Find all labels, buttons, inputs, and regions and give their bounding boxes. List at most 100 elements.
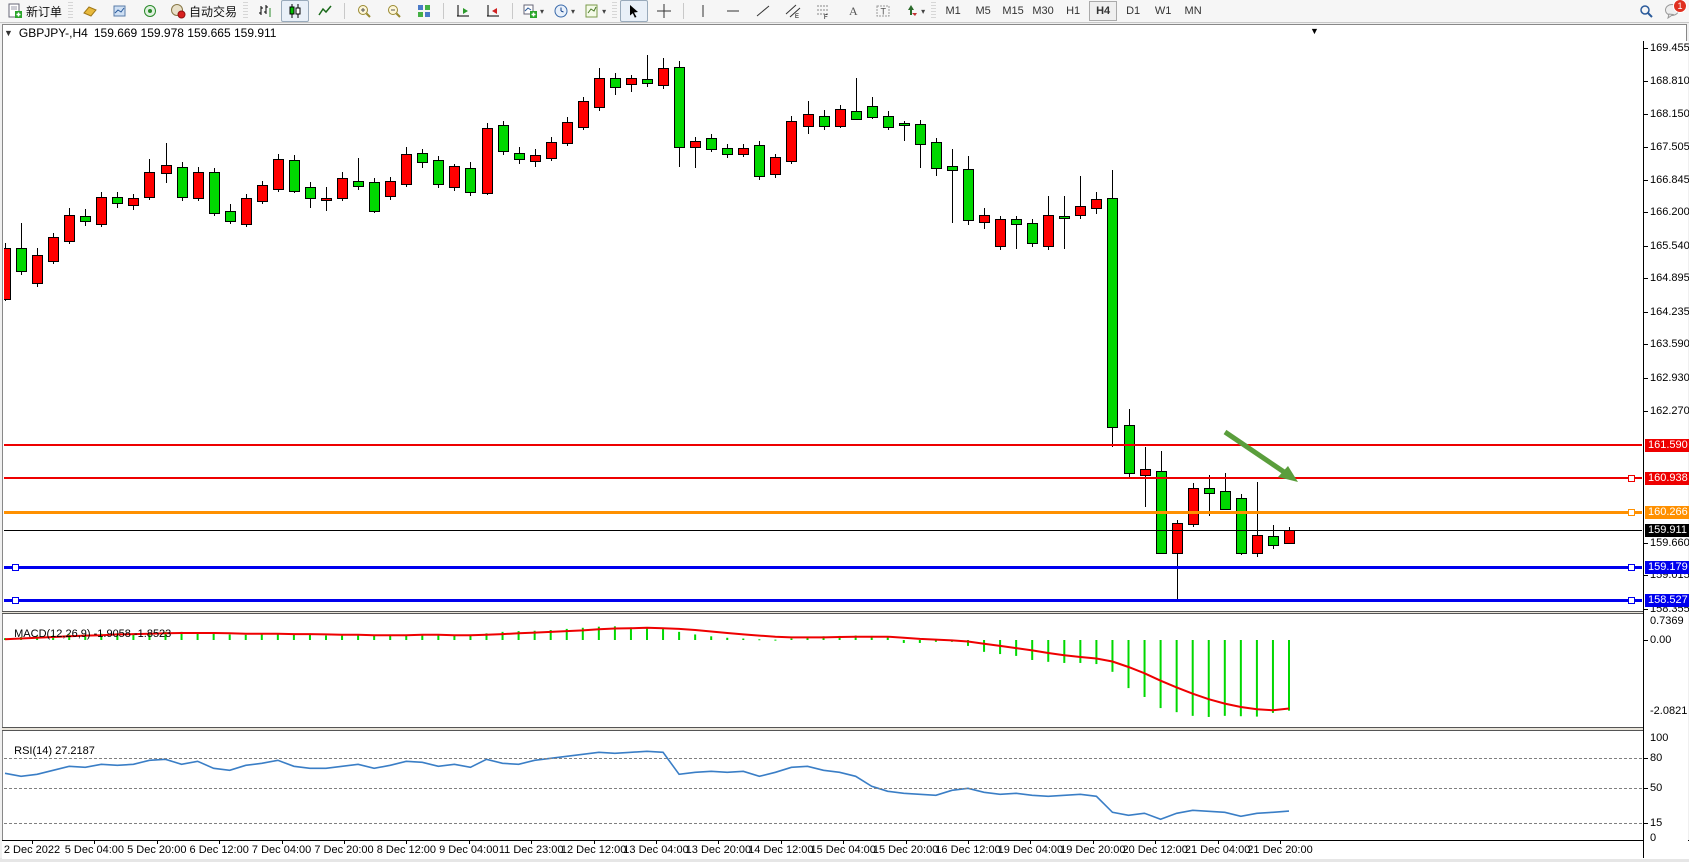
trendline-button[interactable] (749, 0, 777, 22)
chevron-down-icon[interactable]: ▾ (602, 6, 607, 16)
templates-button[interactable]: ▾ (580, 0, 609, 22)
candle-down (609, 77, 621, 89)
tile-windows-button[interactable] (410, 0, 438, 22)
horizontal-line-icon (725, 3, 742, 20)
macd-histogram-bar (758, 639, 761, 641)
vertical-line-button[interactable] (689, 0, 717, 22)
macd-histogram-bar (1191, 640, 1194, 716)
auto-trading-button[interactable]: 自动交易 (166, 0, 240, 22)
horizontal-line-object[interactable] (4, 598, 1642, 602)
macd-histogram-bar (565, 628, 568, 640)
svg-text:E: E (795, 14, 799, 19)
line-chart-button[interactable] (311, 0, 339, 22)
time-axis-label: 15 Dec 20:00 (872, 844, 939, 856)
equidistant-channel-button[interactable]: E (779, 0, 807, 22)
tile-windows-icon (416, 3, 433, 20)
market-watch-button[interactable] (106, 0, 134, 22)
time-axis-label: 6 Dec 12:00 (189, 844, 249, 856)
horizontal-line-object[interactable] (4, 477, 1642, 480)
line-handle[interactable] (1628, 475, 1635, 483)
horizontal-line-object[interactable] (4, 565, 1642, 569)
chevron-down-icon[interactable]: ▾ (921, 6, 926, 16)
panel-splitter[interactable] (2, 611, 1687, 614)
chat-icon[interactable]: 1 (1664, 0, 1687, 20)
axis-tick (1644, 80, 1648, 82)
line-handle[interactable] (12, 564, 19, 572)
timeframe-m15-button[interactable]: M15 (1002, 5, 1024, 17)
cursor-button[interactable] (620, 0, 649, 22)
timeframe-m5-button[interactable]: M5 (975, 5, 991, 17)
panel-splitter-2[interactable] (2, 727, 1687, 731)
horizontal-line-button[interactable] (719, 0, 747, 22)
candle-chart-button[interactable] (281, 0, 310, 22)
price-axis-label: 169.455 (1650, 42, 1689, 55)
chart-menu-arrow[interactable]: ▼ (1310, 26, 1319, 36)
toolbar-separator (344, 3, 346, 19)
time-axis-tick (406, 841, 408, 844)
search-icon[interactable] (1637, 3, 1654, 20)
rsi-axis-label: 15 (1650, 817, 1663, 830)
candle-down (80, 216, 92, 223)
chart-shift-button[interactable] (479, 0, 507, 22)
timeframe-m1-button[interactable]: M1 (945, 5, 961, 17)
macd-histogram-bar (276, 633, 279, 640)
candle-up (256, 185, 268, 202)
line-handle[interactable] (1628, 509, 1635, 517)
time-axis-label: 20 Dec 12:00 (1122, 844, 1188, 856)
timeframe-d1-button[interactable]: D1 (1126, 5, 1141, 17)
macd-histogram-bar (325, 635, 327, 640)
rsi-axis-label: 50 (1650, 782, 1663, 795)
chevron-down-icon[interactable]: ▾ (571, 6, 576, 16)
timeframe-h1-button[interactable]: H1 (1066, 5, 1081, 17)
chart-collapse-icon[interactable]: ▼ (4, 28, 13, 38)
time-axis-label: 5 Dec 04:00 (64, 844, 125, 856)
indicators-button[interactable]: ▾ (518, 0, 547, 22)
crosshair-button[interactable] (650, 0, 678, 22)
axis-tick (1644, 146, 1648, 148)
trend-arrow-object[interactable] (4, 41, 1642, 611)
horizontal-line-object[interactable] (4, 444, 1642, 447)
candle-down (304, 187, 316, 199)
macd-histogram-bar (1111, 640, 1114, 672)
line-handle[interactable] (12, 597, 19, 605)
toolbar-grip (612, 2, 618, 20)
profiles-button[interactable] (76, 0, 104, 22)
timeframe-mn-button[interactable]: MN (1184, 5, 1202, 17)
price-axis-label: 166.200 (1650, 206, 1689, 219)
navigator-icon (142, 3, 159, 20)
candle-down (963, 169, 974, 221)
price-axis[interactable]: 169.455 168.810 168.150 167.505 166.845 166.2… (1643, 41, 1689, 858)
macd-histogram-bar (1159, 640, 1162, 709)
price-axis-label: 166.845 (1650, 173, 1689, 186)
candle-up (449, 165, 461, 189)
chevron-down-icon[interactable]: ▾ (540, 6, 545, 16)
line-handle[interactable] (1628, 564, 1635, 572)
macd-histogram-bar (84, 634, 87, 640)
svg-text:A: A (849, 4, 858, 18)
periods-button[interactable]: ▾ (549, 0, 578, 22)
text-label-button[interactable]: T (869, 0, 897, 22)
timeframe-w1-button[interactable]: W1 (1154, 5, 1172, 17)
macd-histogram-bar (886, 637, 889, 640)
auto-scroll-button[interactable] (449, 0, 477, 22)
navigator-button[interactable] (136, 0, 164, 22)
time-axis-label: 11 Dec 23:00 (498, 844, 564, 856)
text-button[interactable]: A (839, 0, 867, 22)
fibonacci-button[interactable]: F (809, 0, 837, 22)
time-axis[interactable]: 2 Dec 2022 5 Dec 04:00 5 Dec 20:00 6 Dec 12… (2, 840, 1689, 859)
timeframe-m30-button[interactable]: M30 (1032, 5, 1054, 17)
auto-scroll-icon (455, 3, 472, 20)
candle-wick (1144, 446, 1146, 508)
macd-histogram-bar (581, 627, 584, 640)
timeframe-h4-button[interactable]: H4 (1089, 1, 1118, 21)
time-axis-tick (344, 841, 345, 844)
new-order-button[interactable]: 新订单 (3, 0, 65, 22)
zoom-in-button[interactable] (350, 0, 378, 22)
time-axis-label: 7 Dec 20:00 (314, 844, 374, 856)
bar-chart-button[interactable] (251, 0, 279, 22)
zoom-out-button[interactable] (380, 0, 408, 22)
current-price-line (4, 529, 1642, 531)
arrows-button[interactable]: ▾ (899, 0, 928, 22)
horizontal-line-object[interactable] (4, 510, 1642, 514)
line-handle[interactable] (1628, 597, 1635, 605)
